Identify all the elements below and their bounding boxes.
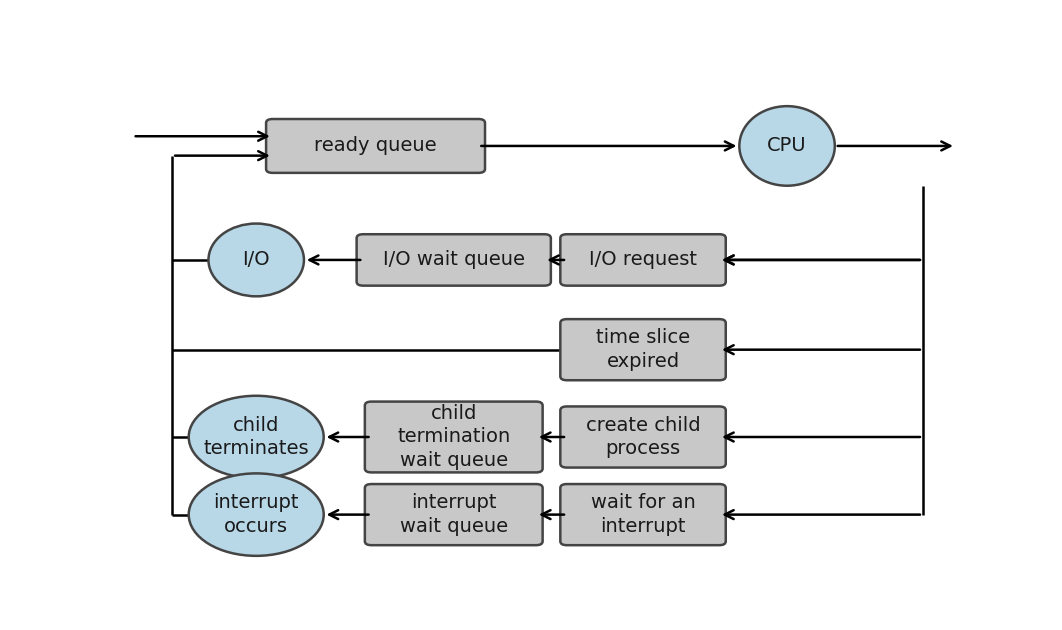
Text: interrupt
wait queue: interrupt wait queue (399, 493, 508, 536)
Text: I/O request: I/O request (589, 251, 697, 270)
FancyBboxPatch shape (357, 234, 551, 285)
Ellipse shape (189, 396, 324, 478)
FancyBboxPatch shape (561, 406, 725, 467)
Text: I/O wait queue: I/O wait queue (382, 251, 525, 270)
FancyBboxPatch shape (561, 484, 725, 545)
Ellipse shape (739, 106, 835, 186)
FancyBboxPatch shape (365, 484, 543, 545)
Text: ready queue: ready queue (314, 137, 436, 156)
Text: child
termination
wait queue: child termination wait queue (397, 404, 511, 470)
Text: child
terminates: child terminates (204, 416, 309, 458)
Text: interrupt
occurs: interrupt occurs (213, 493, 299, 536)
Text: CPU: CPU (767, 137, 807, 156)
Ellipse shape (189, 473, 324, 556)
FancyBboxPatch shape (561, 234, 725, 285)
FancyBboxPatch shape (365, 401, 543, 472)
Text: time slice
expired: time slice expired (596, 328, 690, 371)
FancyBboxPatch shape (267, 119, 485, 173)
Ellipse shape (208, 224, 304, 296)
FancyBboxPatch shape (561, 319, 725, 381)
Text: create child
process: create child process (586, 416, 700, 458)
Text: wait for an
interrupt: wait for an interrupt (590, 493, 696, 536)
Text: I/O: I/O (242, 251, 270, 270)
